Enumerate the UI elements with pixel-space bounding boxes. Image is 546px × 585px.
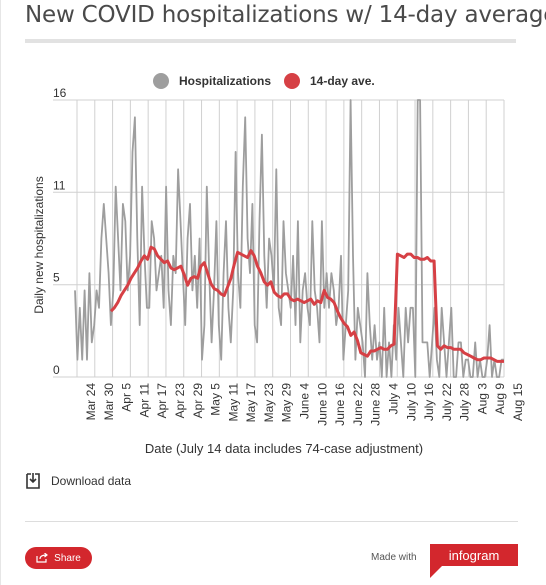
x-tick-label: Apr 5	[120, 383, 134, 412]
y-tick-label: 0	[53, 363, 60, 377]
series-line-hospitalizations	[74, 99, 504, 378]
legend-swatch-hospitalizations[interactable]	[153, 73, 169, 89]
x-tick-label: June 22	[351, 383, 365, 426]
x-tick-label: May 23	[262, 383, 276, 423]
brand-name: infogram	[449, 548, 500, 563]
x-tick-label: July 4	[386, 383, 400, 415]
x-tick-label: July 10	[404, 383, 418, 421]
x-tick-label: June 10	[315, 383, 329, 426]
x-tick-label: Aug 9	[493, 383, 507, 415]
footer-divider	[25, 521, 518, 522]
x-tick-label: Apr 17	[155, 383, 169, 419]
x-tick-label: Aug 15	[511, 383, 525, 421]
share-icon	[36, 553, 49, 563]
legend-label: Hospitalizations	[179, 74, 271, 88]
download-data-button[interactable]: Download data	[25, 472, 131, 490]
y-tick-label: 16	[53, 86, 67, 100]
x-tick-label: Apr 29	[191, 383, 205, 419]
legend-swatch-avg[interactable]	[284, 73, 300, 89]
x-tick-label: Mar 30	[102, 383, 116, 421]
infogram-logo[interactable]: infogram	[428, 544, 518, 578]
x-tick-label: Apr 11	[137, 383, 151, 418]
x-tick-label: July 22	[440, 383, 454, 421]
series-line-14-day-average	[109, 245, 504, 363]
x-tick-label: May 29	[280, 383, 294, 423]
share-button[interactable]: Share	[25, 547, 92, 569]
y-axis-label: Daily new hospitalizations	[32, 176, 46, 313]
x-tick-label: July 28	[458, 383, 472, 421]
title-divider	[25, 39, 516, 43]
download-label: Download data	[51, 474, 132, 488]
x-tick-label: June 28	[369, 383, 383, 426]
line-chart: Hospitalizations 14-day ave. 0 5 11 16 Mar 2…	[32, 73, 525, 456]
x-tick-label: May 5	[209, 383, 223, 416]
legend-label: 14-day ave.	[310, 74, 375, 88]
share-label: Share	[54, 552, 81, 564]
x-axis-label: Date (July 14 data includes 74-case adju…	[145, 441, 423, 456]
x-tick-label: Apr 23	[173, 383, 187, 419]
legend: Hospitalizations 14-day ave.	[153, 73, 375, 89]
x-tick-label: May 11	[226, 383, 240, 422]
made-with-text: Made with	[371, 552, 417, 563]
x-tick-label: July 16	[422, 383, 436, 421]
x-tick-label: Aug 3	[475, 383, 489, 415]
chart-title: New COVID hospitalizations w/ 14-day ave…	[25, 2, 546, 28]
x-tick-label: Mar 24	[84, 383, 98, 421]
x-axis-ticks: Mar 24 Mar 30 Apr 5 Apr 11 Apr 17 Apr 23 Apr 2…	[84, 383, 525, 426]
download-icon	[26, 473, 40, 489]
x-tick-label: May 17	[244, 383, 258, 423]
y-tick-label: 11	[53, 178, 66, 192]
y-axis-ticks: 0 5 11 16	[53, 86, 67, 377]
y-tick-label: 5	[53, 271, 60, 285]
x-tick-label: June 4	[298, 383, 312, 419]
x-tick-label: June 16	[333, 383, 347, 426]
series-layer	[74, 99, 504, 378]
